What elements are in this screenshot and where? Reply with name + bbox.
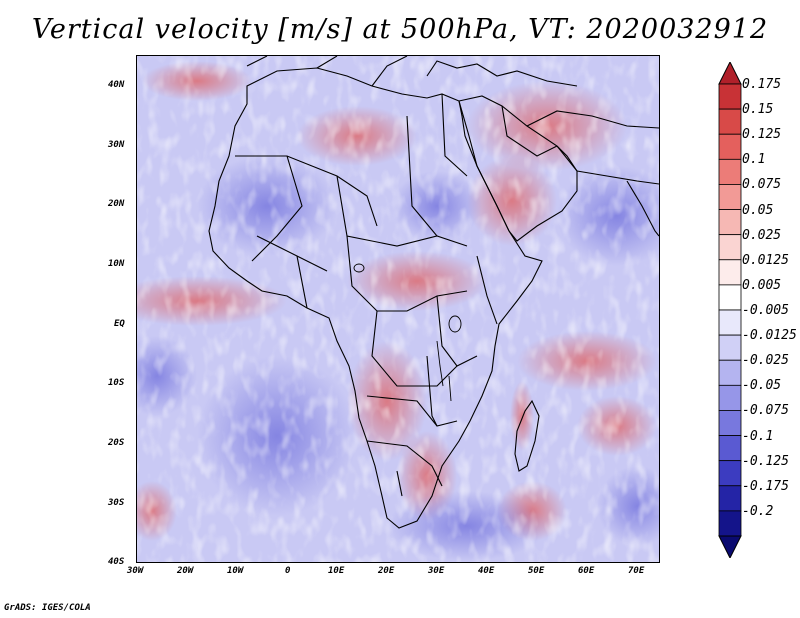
colorbar-cell (718, 234, 742, 261)
lon-label-20w: 20W (177, 566, 194, 576)
lon-label-30w: 30W (127, 566, 144, 576)
colorbar-cell (718, 334, 742, 361)
map-panel[interactable] (136, 55, 660, 563)
colorbar-cell (718, 359, 742, 386)
credit-text: GrADS: IGES/COLA (4, 603, 91, 613)
colorbar-cell (718, 535, 742, 558)
colorbar-label: 0.0125 (742, 252, 789, 268)
colorbar-label: 0.005 (742, 277, 782, 293)
colorbar-cell (718, 62, 742, 85)
lat-label-10n: 10N (108, 259, 125, 269)
lakes (353, 263, 462, 402)
colorbar-label: 0.025 (742, 227, 782, 243)
lon-label-20e: 20E (378, 566, 395, 576)
lat-label-20s: 20S (108, 438, 125, 448)
colorbar-cell (718, 410, 742, 436)
lon-label-40e: 40E (478, 566, 495, 576)
colorbar-cell (718, 83, 742, 110)
lat-label-40s: 40S (108, 557, 125, 567)
lon-label-30e: 30E (428, 566, 445, 576)
colorbar-cell (718, 384, 742, 411)
colorbar-label: -0.005 (742, 303, 789, 318)
colorbar-cell (718, 485, 742, 512)
colorbar-cell (718, 435, 742, 462)
lon-label-50e: 50E (528, 566, 545, 576)
colorbar (718, 62, 742, 558)
colorbar-label: -0.05 (742, 378, 782, 394)
lat-label-eq: EQ (114, 319, 125, 329)
colorbar-label: 0.15 (742, 102, 774, 118)
colorbar-label: 0.05 (742, 202, 774, 218)
coastlines (208, 56, 659, 529)
colorbar-cell (718, 209, 742, 236)
colorbar-label: -0.075 (742, 403, 789, 419)
colorbar-cell (718, 158, 742, 185)
lon-label-10e: 10E (328, 566, 345, 576)
lon-label-60e: 60E (578, 566, 595, 576)
lon-label-0: 0 (285, 566, 291, 576)
colorbar-label: 0.075 (742, 177, 782, 193)
colorbar-cell (718, 460, 742, 487)
lat-label-20n: 20N (108, 199, 125, 209)
colorbar-label: -0.025 (742, 353, 789, 369)
velocity-field (137, 56, 659, 562)
colorbar-cell (718, 184, 742, 210)
colorbar-label: 0.1 (742, 152, 766, 168)
colorbar-cell (718, 510, 742, 537)
lat-label-30n: 30N (108, 140, 125, 150)
chart-title: Vertical velocity [m/s] at 500hPa, VT: 2… (31, 14, 769, 45)
colorbar-label: -0.125 (742, 453, 789, 469)
colorbar-cell (718, 108, 742, 135)
lat-label-10s: 10S (108, 378, 125, 388)
colorbar-cell (718, 259, 742, 286)
colorbar-label: 0.125 (742, 127, 782, 143)
lon-label-70e: 70E (628, 566, 645, 576)
colorbar-cell (718, 133, 742, 160)
colorbar-label: -0.0125 (742, 328, 797, 344)
colorbar-label: 0.175 (742, 77, 782, 92)
colorbar-label: -0.175 (742, 478, 789, 494)
colorbar-cell (718, 309, 742, 336)
lat-label-30s: 30S (108, 498, 125, 508)
colorbar-label: -0.1 (742, 428, 774, 444)
lat-label-40n: 40N (108, 80, 125, 90)
colorbar-label: -0.2 (742, 503, 774, 519)
lon-label-10w: 10W (227, 566, 244, 576)
colorbar-cell (718, 284, 742, 311)
